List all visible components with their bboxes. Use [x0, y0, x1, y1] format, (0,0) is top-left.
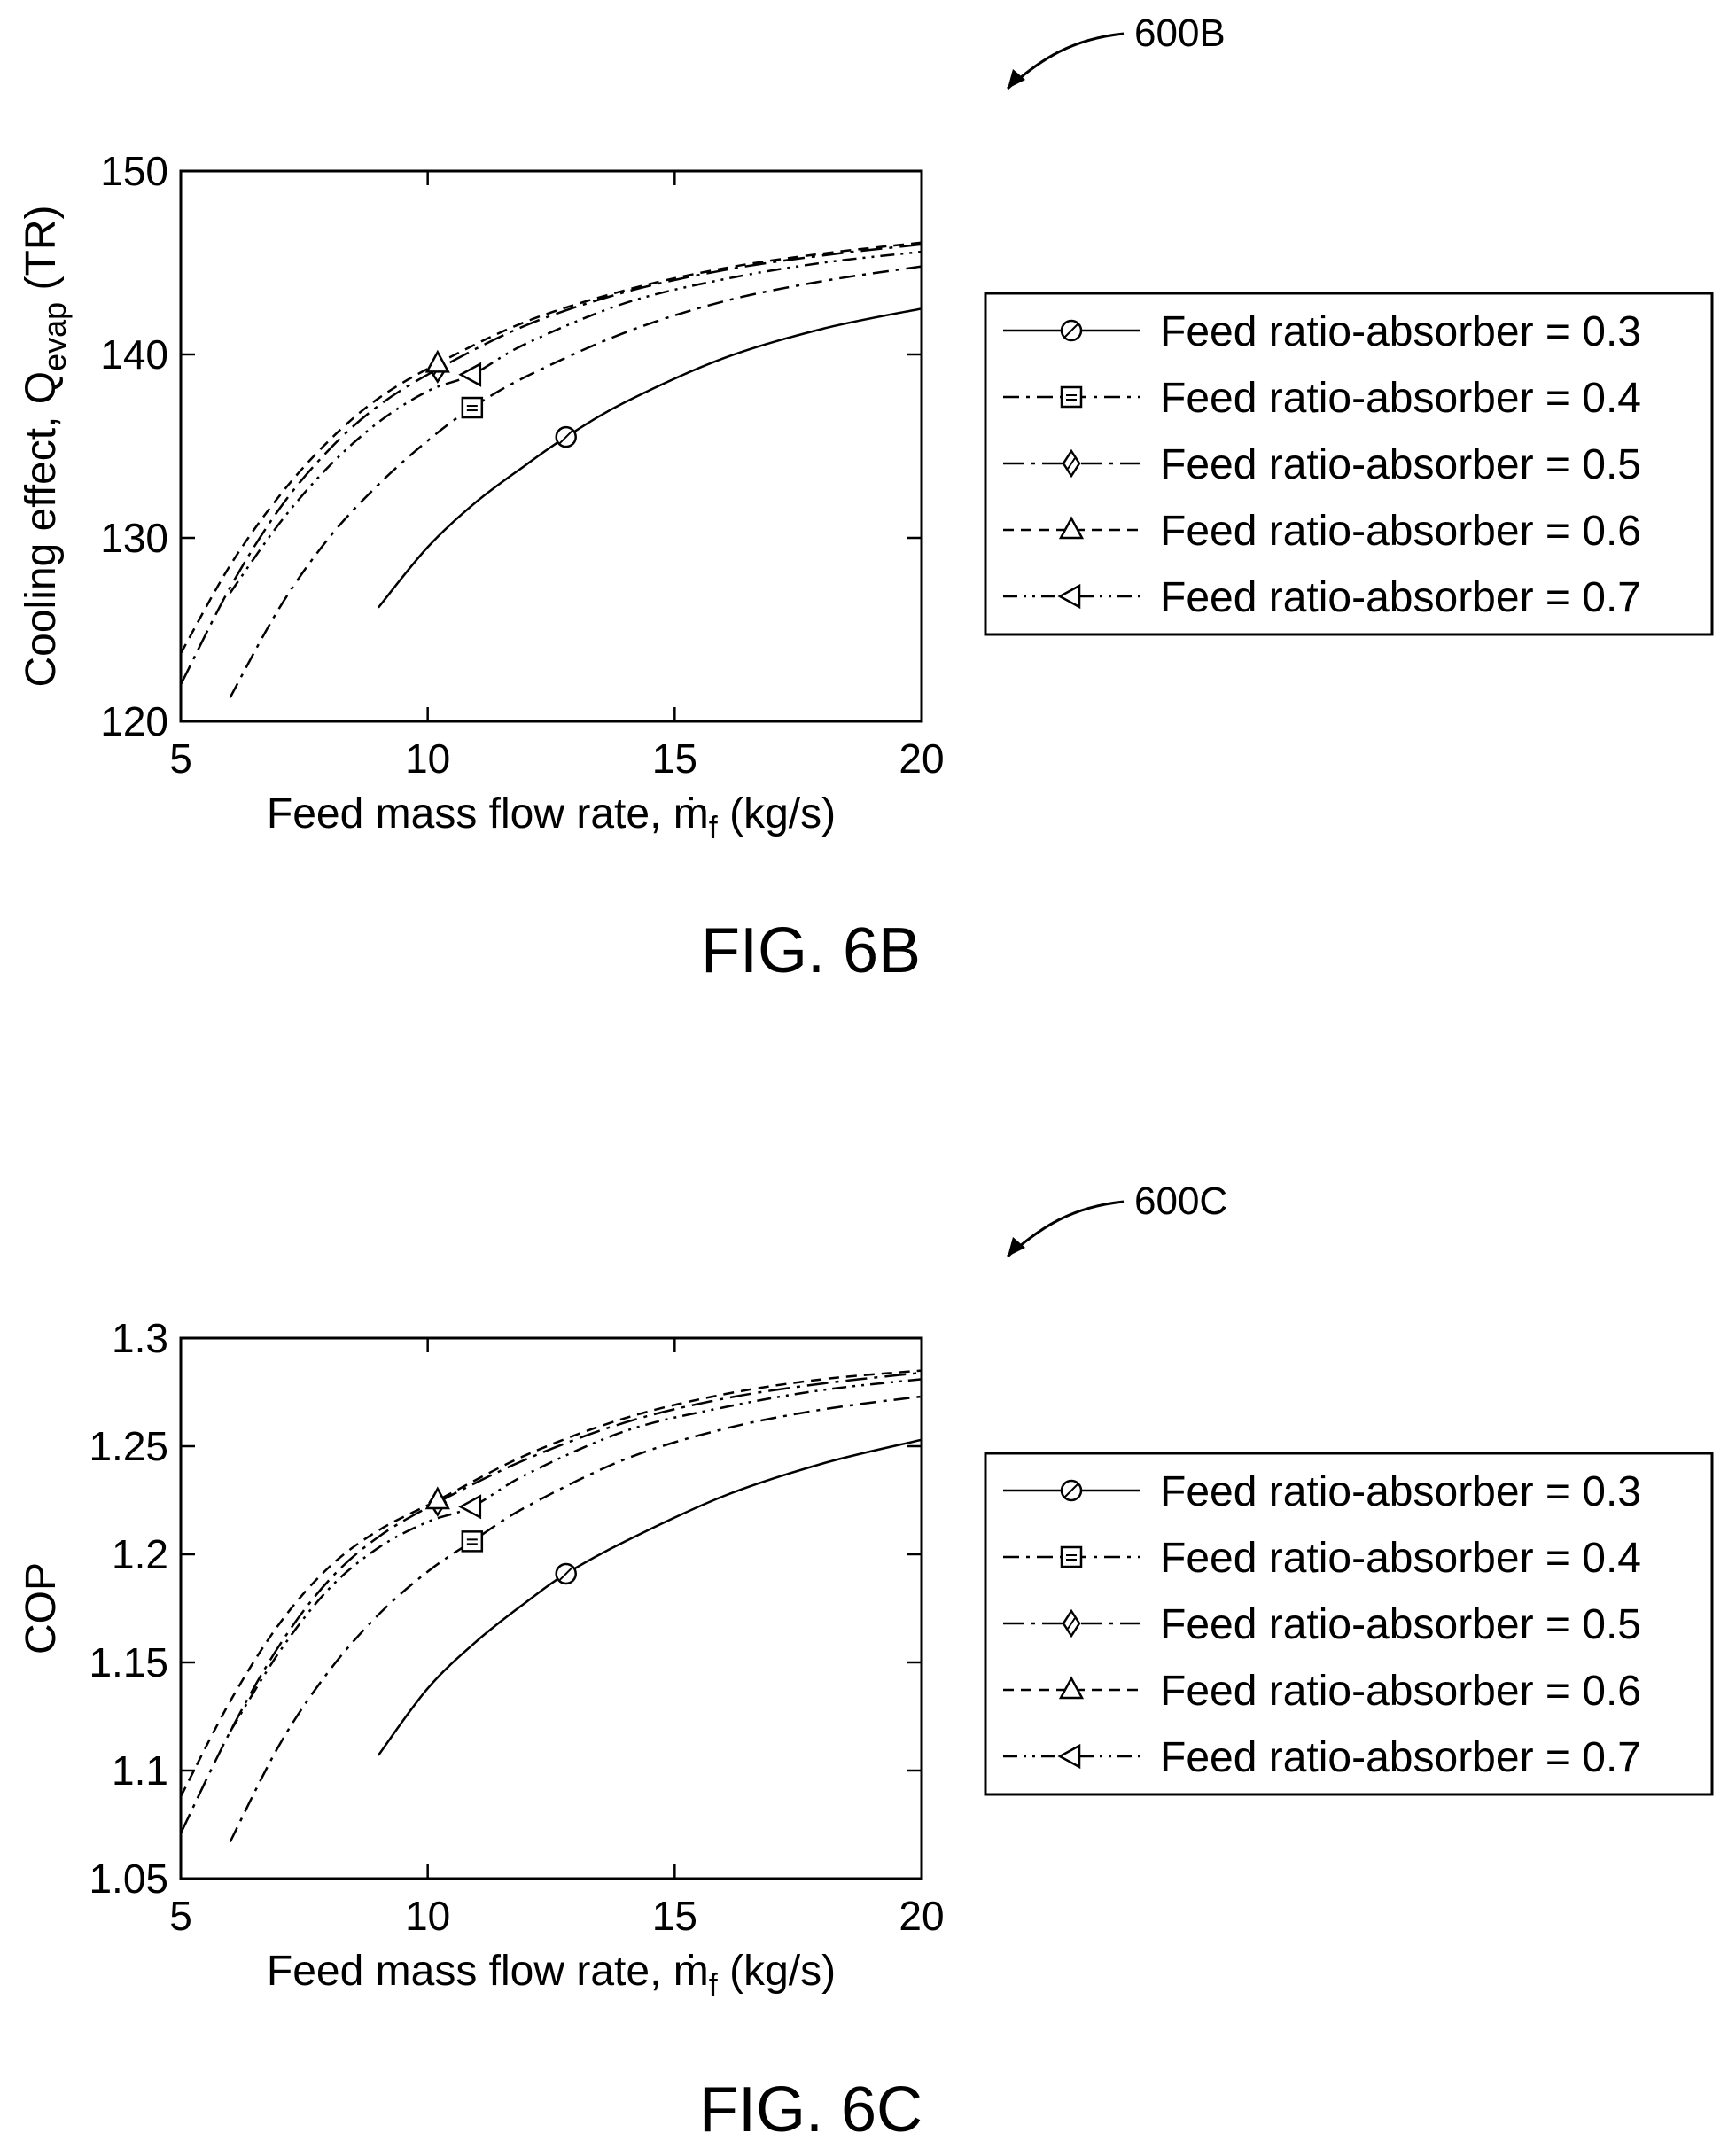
series-line — [229, 1395, 922, 1843]
legend-item: Feed ratio-absorber = 0.5 — [1003, 1601, 1641, 1648]
reference-arrowhead — [1008, 69, 1025, 89]
data-point-marker — [424, 1486, 450, 1510]
series-1 — [377, 1438, 922, 1756]
legend-marker — [1060, 1545, 1083, 1568]
legend-marker — [1057, 1743, 1081, 1770]
legend-marker — [1060, 385, 1083, 409]
legend-marker — [1058, 516, 1085, 540]
reference-arrowhead — [1008, 1237, 1025, 1257]
figure-label: FIG. 6B — [701, 915, 921, 986]
legend-label: Feed ratio-absorber = 0.3 — [1160, 1468, 1641, 1515]
x-tick-label: 15 — [652, 1893, 697, 1939]
legend-item: Feed ratio-absorber = 0.3 — [1003, 308, 1641, 355]
x-axis-label: Feed mass flow rate, ṁf (kg/s) — [267, 1948, 836, 2003]
legend-label: Feed ratio-absorber = 0.5 — [1160, 441, 1641, 488]
legend-item: Feed ratio-absorber = 0.6 — [1003, 508, 1641, 555]
legend-item: Feed ratio-absorber = 0.7 — [1003, 1734, 1641, 1781]
series-line — [377, 1438, 922, 1756]
series-line — [229, 1378, 922, 1732]
legend-label: Feed ratio-absorber = 0.3 — [1160, 308, 1641, 355]
y-axis-label: Cooling effect, Qevap (TR) — [18, 205, 73, 687]
series-line — [229, 250, 922, 594]
legend-label: Feed ratio-absorber = 0.4 — [1160, 1535, 1641, 1582]
legend-label: Feed ratio-absorber = 0.5 — [1160, 1601, 1641, 1648]
series-2 — [229, 1395, 922, 1843]
legend-frame — [984, 1452, 1714, 1796]
y-tick-label: 1.3 — [112, 1315, 168, 1361]
legend-marker — [1058, 1676, 1085, 1700]
series-5 — [229, 1378, 922, 1732]
data-point-marker — [461, 396, 484, 419]
legend-item: Feed ratio-absorber = 0.4 — [1003, 1535, 1641, 1582]
legend-item: Feed ratio-absorber = 0.4 — [1003, 375, 1641, 422]
legend-marker — [1057, 583, 1081, 610]
y-tick-label: 1.25 — [89, 1423, 168, 1469]
legend: Feed ratio-absorber = 0.3 Feed ratio-abso… — [984, 1452, 1714, 1796]
legend-marker — [1062, 448, 1081, 479]
x-tick-label: 20 — [899, 736, 944, 782]
legend-item: Feed ratio-absorber = 0.7 — [1003, 574, 1641, 621]
reference-label: 600B — [1134, 12, 1226, 55]
reference-arrow — [1006, 1200, 1125, 1258]
series-1 — [377, 307, 922, 609]
legend-marker — [1062, 1608, 1081, 1638]
x-tick-label: 10 — [405, 1893, 450, 1939]
series-4 — [181, 241, 922, 655]
data-point-marker — [461, 1530, 484, 1553]
data-point-marker — [555, 1562, 577, 1585]
legend-frame — [984, 292, 1714, 636]
data-point-marker — [555, 425, 577, 448]
legend-label: Feed ratio-absorber = 0.4 — [1160, 375, 1641, 422]
legend-label: Feed ratio-absorber = 0.7 — [1160, 1734, 1641, 1781]
series-4 — [181, 1369, 922, 1797]
legend-item: Feed ratio-absorber = 0.5 — [1003, 441, 1641, 488]
y-tick-label: 130 — [100, 515, 168, 561]
figure-label: FIG. 6C — [699, 2074, 922, 2145]
series-line — [181, 243, 922, 686]
plot-frame — [179, 169, 923, 723]
data-point-marker — [458, 1494, 482, 1520]
x-tick-label: 15 — [652, 736, 697, 782]
y-axis-label: COP — [18, 1562, 65, 1654]
x-tick-label: 10 — [405, 736, 450, 782]
x-tick-label: 5 — [169, 736, 192, 782]
series-line — [377, 307, 922, 609]
series-2 — [229, 265, 922, 698]
x-axis-label: Feed mass flow rate, ṁf (kg/s) — [267, 790, 836, 845]
chart-fig-6c: 600C 5 10 15 20 1.05 1.1 1.15 1.2 1.25 1.3 Feed mas… — [18, 1179, 1714, 2145]
y-tick-label: 150 — [100, 148, 168, 194]
y-tick-label: 1.05 — [89, 1856, 168, 1902]
y-tick-label: 1.15 — [89, 1639, 168, 1685]
series-3 — [181, 1371, 922, 1834]
legend-label: Feed ratio-absorber = 0.7 — [1160, 574, 1641, 621]
data-point-marker — [458, 362, 482, 387]
y-tick-label: 1.1 — [112, 1747, 168, 1794]
legend-item: Feed ratio-absorber = 0.6 — [1003, 1668, 1641, 1715]
y-tick-label: 1.2 — [112, 1531, 168, 1577]
y-tick-label: 120 — [100, 698, 168, 744]
reference-arrow — [1006, 32, 1125, 90]
legend: Feed ratio-absorber = 0.3 Feed ratio-abso… — [984, 292, 1714, 636]
y-tick-label: 140 — [100, 331, 168, 377]
x-tick-label: 20 — [899, 1893, 944, 1939]
legend-marker — [1060, 1479, 1083, 1502]
x-tick-label: 5 — [169, 1893, 192, 1939]
series-line — [181, 1369, 922, 1797]
legend-marker — [1060, 319, 1083, 342]
series-5 — [229, 250, 922, 594]
series-3 — [181, 243, 922, 686]
reference-label: 600C — [1134, 1179, 1227, 1223]
plot-frame — [179, 1336, 923, 1880]
legend-label: Feed ratio-absorber = 0.6 — [1160, 1668, 1641, 1715]
series-line — [181, 241, 922, 655]
legend-item: Feed ratio-absorber = 0.3 — [1003, 1468, 1641, 1515]
series-line — [181, 1371, 922, 1834]
chart-fig-6b: 600B 5 10 15 20 120 130 140 150 Feed mass flow ra… — [18, 12, 1714, 986]
data-point-marker — [424, 349, 450, 373]
legend-label: Feed ratio-absorber = 0.6 — [1160, 508, 1641, 555]
